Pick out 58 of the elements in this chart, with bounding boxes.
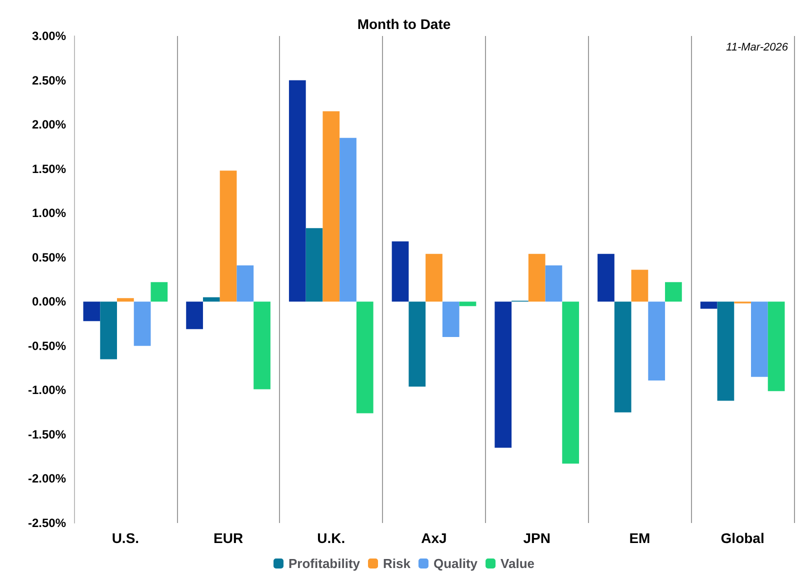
bar (134, 302, 151, 346)
bar (665, 282, 682, 302)
bar (322, 111, 340, 302)
bar (614, 302, 632, 412)
y-tick-label: -1.50% (28, 427, 66, 442)
annotation: 11-Mar-2026 (726, 42, 789, 54)
bar (100, 302, 117, 360)
x-tick-label: EM (629, 530, 650, 546)
bar (598, 254, 614, 302)
bar (306, 228, 323, 302)
bar (236, 265, 254, 302)
y-tick-label: 2.00% (32, 118, 66, 132)
bar (220, 170, 237, 302)
bar (116, 298, 134, 302)
x-tick-label: U.K. (317, 530, 346, 546)
bar (150, 282, 168, 302)
x-tick-label: AxJ (421, 530, 447, 546)
bar (545, 265, 562, 302)
legend-label: Quality (433, 556, 478, 571)
y-tick-label: -1.00% (28, 383, 66, 398)
y-tick-label: 0.50% (32, 250, 66, 264)
bar (356, 302, 374, 414)
bar (494, 302, 512, 448)
y-tick-label: 2.50% (32, 73, 66, 88)
bar (717, 302, 734, 401)
y-tick-label: 0.00% (32, 294, 66, 309)
bar (254, 302, 270, 390)
bar (408, 302, 426, 387)
bar (528, 254, 546, 302)
legend-label: Risk (383, 556, 412, 571)
bar (751, 302, 768, 377)
bar (768, 302, 785, 392)
bar (700, 302, 718, 309)
bar (459, 302, 476, 306)
x-tick-label: JPN (523, 530, 550, 546)
bar (83, 302, 100, 322)
legend-label: Value (500, 556, 534, 571)
bar (288, 80, 306, 302)
bar (562, 302, 580, 464)
y-tick-label: -2.00% (28, 472, 66, 486)
bar (631, 270, 648, 302)
legend-label: Profitability (288, 556, 361, 571)
bar (392, 241, 409, 302)
bar (186, 302, 203, 330)
chart-title: Month to Date (357, 16, 451, 32)
bar (426, 254, 442, 302)
y-tick-label: 1.50% (32, 162, 66, 176)
bar (340, 138, 356, 302)
bar (442, 302, 460, 338)
y-tick-label: -0.50% (28, 338, 66, 353)
x-tick-label: U.S. (112, 530, 140, 546)
x-tick-label: Global (720, 530, 764, 546)
y-tick-label: 1.00% (32, 206, 66, 220)
y-tick-label: 3.00% (32, 29, 66, 43)
bar (648, 302, 666, 380)
bar (202, 297, 220, 302)
x-tick-label: EUR (214, 530, 244, 546)
y-tick-label: -2.50% (28, 516, 66, 530)
